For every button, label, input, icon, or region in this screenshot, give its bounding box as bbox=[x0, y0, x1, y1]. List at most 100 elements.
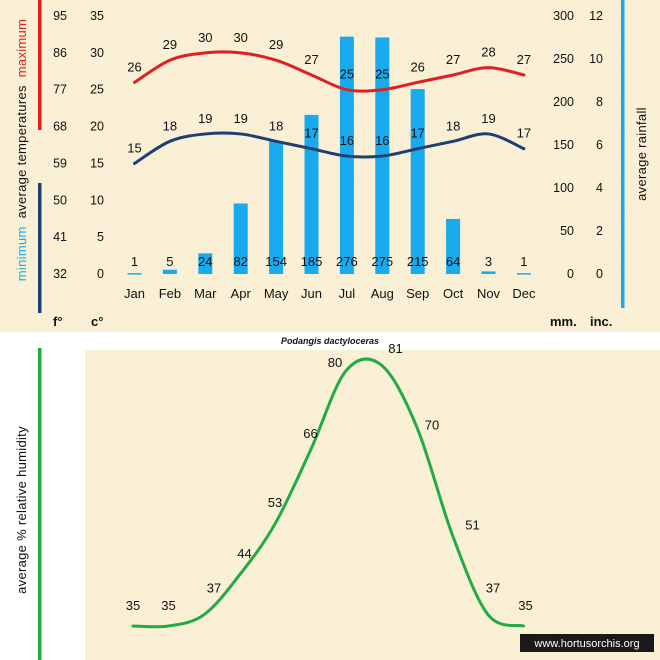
maximum-temperature-label: 27 bbox=[446, 52, 460, 67]
rainfall-label: 1 bbox=[131, 254, 138, 269]
celsius-unit: c° bbox=[91, 314, 103, 329]
fahrenheit-tick: 77 bbox=[53, 83, 67, 97]
humidity-labels: 35 35 37 44 53 66 80 81 70 51 37 35 bbox=[126, 341, 533, 613]
fahrenheit-tick: 32 bbox=[53, 267, 67, 281]
minimum-temperature-label: 15 bbox=[127, 140, 141, 155]
rainfall-bar bbox=[269, 141, 284, 274]
inch-tick: 10 bbox=[589, 52, 603, 66]
maximum-temperature-label: 29 bbox=[269, 37, 283, 52]
inch-tick: 0 bbox=[596, 267, 603, 281]
left-axis-title: minimum average temperatures maximum bbox=[14, 19, 29, 281]
humidity-label: 81 bbox=[388, 341, 402, 356]
humidity-label: 37 bbox=[486, 581, 500, 596]
maximum-temperature-label: 30 bbox=[233, 30, 247, 45]
humidity-indicator-bar bbox=[38, 348, 42, 660]
minimum-temperature-label: 19 bbox=[233, 111, 247, 126]
millimetre-tick: 100 bbox=[553, 181, 574, 195]
minimum-temperature-label: 19 bbox=[481, 111, 495, 126]
rainfall-bar bbox=[516, 273, 531, 275]
month-label: Feb bbox=[159, 286, 181, 301]
minimum-temperature-label: 18 bbox=[446, 118, 460, 133]
month-label: Aug bbox=[371, 286, 394, 301]
rainfall-label: 215 bbox=[407, 254, 429, 269]
maximum-temperature-label: 25 bbox=[340, 67, 354, 82]
month-labels: Jan Feb Mar Apr May Jun Jul Aug Sep Oct Nov Dec bbox=[124, 286, 536, 301]
rainfall-label: 5 bbox=[166, 254, 173, 269]
rainfall-bar bbox=[127, 273, 142, 275]
minimum-temperature-label: 16 bbox=[340, 133, 354, 148]
celsius-tick: 0 bbox=[97, 267, 104, 281]
rainfall-label: 3 bbox=[485, 254, 492, 269]
celsius-tick: 15 bbox=[90, 156, 104, 170]
humidity-label: 53 bbox=[268, 495, 282, 510]
minimum-temperature-label: 17 bbox=[517, 126, 531, 141]
inch-tick: 4 bbox=[596, 181, 603, 195]
temperature-lines bbox=[133, 50, 526, 165]
rainfall-bar bbox=[162, 269, 177, 274]
month-label: Mar bbox=[194, 286, 217, 301]
rainfall-bar bbox=[198, 253, 213, 274]
minimum-temperature-label: 19 bbox=[198, 111, 212, 126]
humidity-label: 70 bbox=[425, 418, 439, 433]
temperature-labels: 26 29 30 30 29 27 25 25 26 27 28 27 15 18 19 19 18 17 16 16… bbox=[127, 30, 531, 156]
maximum-temperature-label: 27 bbox=[304, 52, 318, 67]
minimum-temperature-line bbox=[133, 131, 526, 165]
celsius-tick: 10 bbox=[90, 193, 104, 207]
humidity-line bbox=[131, 357, 525, 629]
fahrenheit-tick: 68 bbox=[53, 120, 67, 134]
humidity-label: 44 bbox=[237, 546, 251, 561]
maximum-word: maximum bbox=[14, 19, 29, 77]
month-label: Jun bbox=[301, 286, 322, 301]
humidity-label: 35 bbox=[161, 598, 175, 613]
celsius-tick: 20 bbox=[90, 120, 104, 134]
inch-tick: 2 bbox=[596, 224, 603, 238]
rainfall-label: 185 bbox=[301, 254, 323, 269]
humidity-label: 66 bbox=[303, 426, 317, 441]
millimetre-axis: 300 250 200 150 100 50 0 bbox=[553, 9, 574, 281]
month-label: Jul bbox=[339, 286, 356, 301]
month-label: Apr bbox=[231, 286, 252, 301]
month-label: Jan bbox=[124, 286, 145, 301]
celsius-tick: 5 bbox=[97, 230, 104, 244]
minimum-temperature-label: 17 bbox=[304, 126, 318, 141]
maximum-indicator-bar bbox=[38, 0, 42, 130]
maximum-temperature-label: 30 bbox=[198, 30, 212, 45]
rainfall-labels: 1 5 24 82 154 185 276 275 215 64 3 1 bbox=[131, 254, 528, 269]
rainfall-label: 276 bbox=[336, 254, 358, 269]
fahrenheit-axis: 95 86 77 68 59 50 41 32 bbox=[53, 9, 67, 281]
top-panel-grain bbox=[0, 0, 660, 332]
maximum-temperature-label: 28 bbox=[481, 45, 495, 60]
rainfall-label: 154 bbox=[265, 254, 287, 269]
millimetre-unit: mm. bbox=[550, 314, 577, 329]
humidity-label: 80 bbox=[328, 355, 342, 370]
month-label: May bbox=[264, 286, 289, 301]
average-temperatures-title: average temperatures bbox=[14, 85, 29, 218]
fahrenheit-tick: 95 bbox=[53, 9, 67, 23]
millimetre-tick: 250 bbox=[553, 52, 574, 66]
humidity-label: 35 bbox=[518, 598, 532, 613]
minimum-word: minimum bbox=[14, 226, 29, 281]
millimetre-tick: 200 bbox=[553, 95, 574, 109]
credit-background bbox=[520, 634, 654, 652]
celsius-tick: 35 bbox=[90, 9, 104, 23]
celsius-axis: 35 30 25 20 15 10 5 0 bbox=[90, 9, 104, 281]
inch-axis: 12 10 8 6 4 2 0 bbox=[589, 9, 603, 281]
fahrenheit-tick: 86 bbox=[53, 46, 67, 60]
maximum-temperature-label: 26 bbox=[410, 59, 424, 74]
rainfall-label: 64 bbox=[446, 254, 460, 269]
rainfall-bar bbox=[446, 218, 461, 274]
month-label: Sep bbox=[406, 286, 429, 301]
fahrenheit-tick: 59 bbox=[53, 156, 67, 170]
rainfall-label: 24 bbox=[198, 254, 212, 269]
month-label: Dec bbox=[512, 286, 536, 301]
rainfall-bar bbox=[481, 271, 496, 274]
millimetre-tick: 50 bbox=[560, 224, 574, 238]
rainfall-label: 275 bbox=[371, 254, 393, 269]
inch-tick: 8 bbox=[596, 95, 603, 109]
fahrenheit-unit: f° bbox=[53, 314, 63, 329]
maximum-temperature-label: 29 bbox=[163, 37, 177, 52]
maximum-temperature-label: 27 bbox=[517, 52, 531, 67]
celsius-tick: 30 bbox=[90, 46, 104, 60]
humidity-label: 35 bbox=[126, 598, 140, 613]
